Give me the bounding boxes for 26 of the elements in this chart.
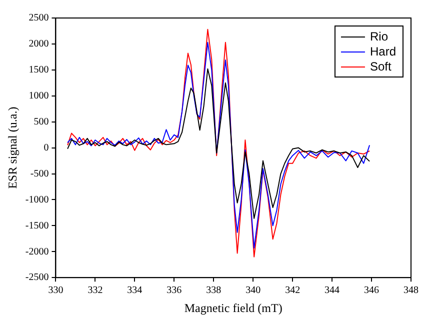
legend-label: Soft [370,59,392,74]
legend-label: Hard [370,44,396,58]
y-tick-label: -1000 [25,194,49,206]
x-tick-label: 340 [246,285,261,296]
x-tick-label: 334 [127,285,142,296]
y-tick-label: -2500 [25,272,49,284]
x-tick-label: 342 [285,285,300,296]
x-tick-label: 338 [206,285,222,296]
y-tick-label: 500 [34,116,49,128]
x-axis-title: Magnetic field (mT) [184,300,282,315]
y-tick-label: 1000 [28,90,49,102]
x-tick-label: 346 [364,285,380,296]
y-tick-label: -2000 [25,246,49,258]
x-tick-label: 332 [88,285,103,296]
y-tick-label: 0 [44,142,49,154]
x-tick-label: 348 [404,285,418,296]
y-tick-label: 2500 [28,12,49,24]
x-tick-label: 344 [324,285,340,296]
y-tick-label: -1500 [25,220,49,232]
y-tick-label: -500 [30,168,49,180]
y-axis-title: ESR signal (u.a.) [5,106,20,189]
x-tick-label: 336 [166,285,182,296]
legend-label: Rio [370,29,388,44]
x-tick-label: 330 [48,285,64,296]
y-tick-label: 2000 [28,38,49,50]
y-tick-label: 1500 [28,64,49,76]
